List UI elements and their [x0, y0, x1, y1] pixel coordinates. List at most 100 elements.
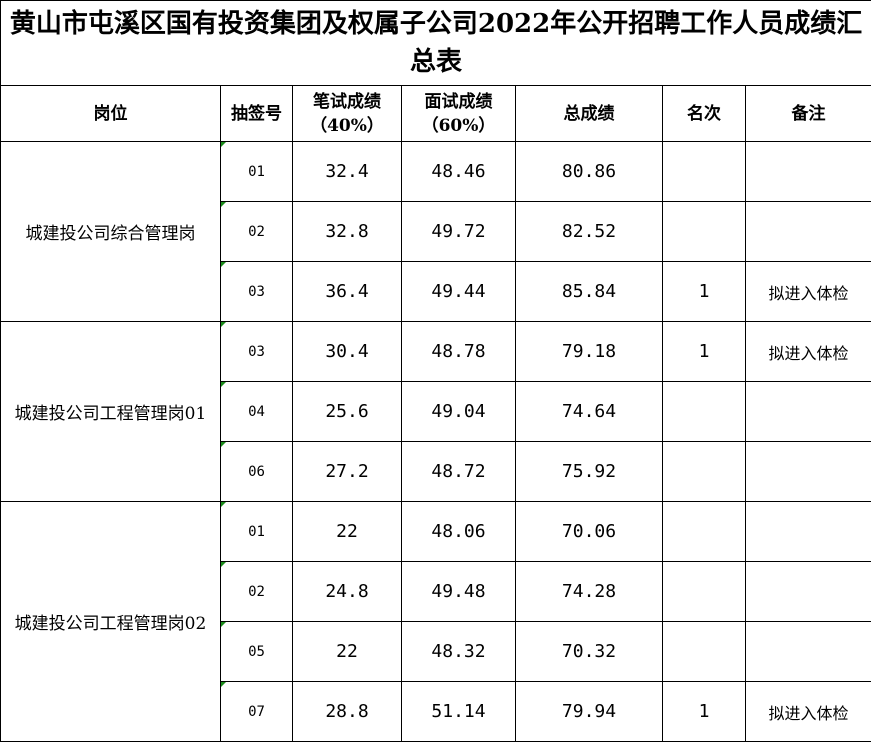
cell-interview: 48.72 — [402, 442, 516, 502]
header-interview-weight: （60%） — [422, 116, 496, 136]
cell-lot-value: 02 — [248, 224, 265, 240]
cell-interview: 48.06 — [402, 502, 516, 562]
cell-remark — [746, 562, 871, 622]
cell-total: 74.28 — [516, 562, 663, 622]
cell-lot: 01 — [221, 502, 293, 562]
cell-remark — [746, 442, 871, 502]
cell-lot-value: 01 — [248, 164, 265, 180]
cell-total: 82.52 — [516, 202, 663, 262]
comment-marker-icon — [221, 502, 226, 507]
cell-interview: 49.48 — [402, 562, 516, 622]
header-written-label: 笔试成绩 — [313, 92, 381, 112]
comment-marker-icon — [221, 442, 226, 447]
cell-total: 70.32 — [516, 622, 663, 682]
cell-interview: 48.46 — [402, 142, 516, 202]
cell-rank — [663, 502, 746, 562]
cell-written: 30.4 — [293, 322, 402, 382]
cell-lot-value: 05 — [248, 644, 265, 660]
cell-interview: 48.78 — [402, 322, 516, 382]
comment-marker-icon — [221, 562, 226, 567]
cell-lot-value: 07 — [248, 704, 265, 720]
cell-total: 70.06 — [516, 502, 663, 562]
cell-rank — [663, 562, 746, 622]
comment-marker-icon — [221, 322, 226, 327]
comment-marker-icon — [221, 262, 226, 267]
cell-lot: 05 — [221, 622, 293, 682]
cell-lot-value: 02 — [248, 584, 265, 600]
cell-total: 79.94 — [516, 682, 663, 742]
cell-position: 城建投公司综合管理岗 — [1, 142, 221, 322]
cell-written: 24.8 — [293, 562, 402, 622]
cell-lot: 01 — [221, 142, 293, 202]
header-position: 岗位 — [1, 86, 221, 142]
cell-rank — [663, 442, 746, 502]
comment-marker-icon — [221, 382, 226, 387]
cell-total: 74.64 — [516, 382, 663, 442]
header-total: 总成绩 — [516, 86, 663, 142]
header-interview-label: 面试成绩 — [425, 92, 493, 112]
cell-rank — [663, 142, 746, 202]
cell-interview: 51.14 — [402, 682, 516, 742]
cell-remark — [746, 622, 871, 682]
cell-lot-value: 04 — [248, 404, 265, 420]
cell-remark: 拟进入体检 — [746, 682, 871, 742]
cell-rank: 1 — [663, 262, 746, 322]
cell-remark — [746, 502, 871, 562]
cell-written: 28.8 — [293, 682, 402, 742]
comment-marker-icon — [221, 142, 226, 147]
header-row: 岗位 抽签号 笔试成绩 （40%） 面试成绩 （60%） 总成绩 名次 备注 — [1, 86, 871, 142]
cell-lot: 07 — [221, 682, 293, 742]
cell-written: 22 — [293, 622, 402, 682]
cell-lot: 02 — [221, 202, 293, 262]
cell-remark — [746, 142, 871, 202]
cell-interview: 49.04 — [402, 382, 516, 442]
cell-total: 85.84 — [516, 262, 663, 322]
cell-lot-value: 06 — [248, 464, 265, 480]
cell-position: 城建投公司工程管理岗01 — [1, 322, 221, 502]
cell-written: 27.2 — [293, 442, 402, 502]
cell-rank: 1 — [663, 682, 746, 742]
cell-written: 22 — [293, 502, 402, 562]
cell-interview: 49.44 — [402, 262, 516, 322]
comment-marker-icon — [221, 202, 226, 207]
cell-interview: 48.32 — [402, 622, 516, 682]
cell-lot-value: 03 — [248, 284, 265, 300]
cell-lot-value: 01 — [248, 524, 265, 540]
cell-interview: 49.72 — [402, 202, 516, 262]
cell-position: 城建投公司工程管理岗02 — [1, 502, 221, 742]
cell-lot: 04 — [221, 382, 293, 442]
cell-written: 36.4 — [293, 262, 402, 322]
cell-lot: 03 — [221, 322, 293, 382]
header-written: 笔试成绩 （40%） — [293, 86, 402, 142]
cell-total: 80.86 — [516, 142, 663, 202]
cell-written: 32.8 — [293, 202, 402, 262]
table-title: 黄山市屯溪区国有投资集团及权属子公司2022年公开招聘工作人员成绩汇总表 — [1, 1, 871, 86]
comment-marker-icon — [221, 682, 226, 687]
cell-lot: 06 — [221, 442, 293, 502]
cell-written: 25.6 — [293, 382, 402, 442]
cell-remark — [746, 202, 871, 262]
cell-lot: 03 — [221, 262, 293, 322]
cell-remark: 拟进入体检 — [746, 322, 871, 382]
header-remark: 备注 — [746, 86, 871, 142]
cell-remark — [746, 382, 871, 442]
cell-rank — [663, 622, 746, 682]
cell-total: 79.18 — [516, 322, 663, 382]
cell-rank — [663, 202, 746, 262]
cell-rank: 1 — [663, 322, 746, 382]
cell-total: 75.92 — [516, 442, 663, 502]
header-lot-number: 抽签号 — [221, 86, 293, 142]
header-written-weight: （40%） — [310, 116, 384, 136]
cell-lot-value: 03 — [248, 344, 265, 360]
cell-remark: 拟进入体检 — [746, 262, 871, 322]
header-rank: 名次 — [663, 86, 746, 142]
header-interview: 面试成绩 （60%） — [402, 86, 516, 142]
cell-lot: 02 — [221, 562, 293, 622]
cell-rank — [663, 382, 746, 442]
cell-written: 32.4 — [293, 142, 402, 202]
comment-marker-icon — [221, 622, 226, 627]
